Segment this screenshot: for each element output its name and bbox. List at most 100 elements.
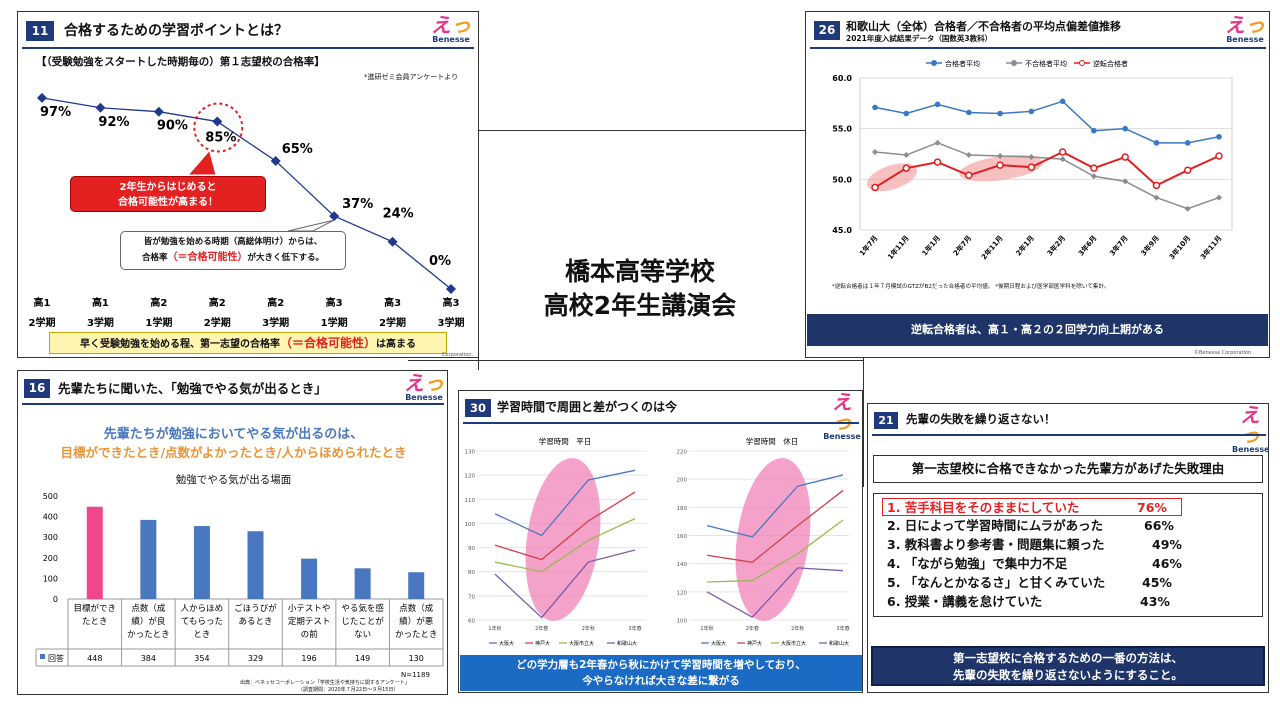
- study-time-charts: 学習時間 平日 130 120 110 100 90 80 70 60 1年秋 2年春 2年秋 3年春大…: [465, 436, 850, 647]
- slide-number: 16: [24, 379, 50, 398]
- banner-line: 第一志望校に合格するための一番の方法は、: [953, 651, 1183, 665]
- value-label: 329: [248, 654, 263, 663]
- reason-item-3: 3. 教科書より参考書・問題集に頼った 49%: [882, 535, 1262, 554]
- reason-text: 6. 授業・講義を怠けていた: [887, 594, 1043, 609]
- slide-title: 先輩たちに聞いた、「勉強でやる気が出るとき」: [58, 381, 327, 396]
- logo-brand: Benesse: [405, 393, 443, 402]
- slide-number: 30: [465, 399, 491, 417]
- x-tick-label: 2年秋: [582, 625, 595, 632]
- data-label: 92%: [98, 115, 129, 130]
- y-tick-label: 120: [465, 474, 476, 480]
- series-marker: [1059, 156, 1066, 163]
- series-marker: [1216, 194, 1222, 201]
- x-category-label: ない: [354, 630, 371, 640]
- legend-marker: [1079, 60, 1085, 66]
- series-marker: [1184, 205, 1191, 212]
- x-tick-label: 高1: [92, 296, 109, 309]
- series-marker: [1153, 140, 1160, 146]
- x-category-label: 小テストや: [288, 603, 331, 614]
- reason-text: 3. 教科書より参考書・問題集に頼った: [887, 537, 1105, 552]
- series-swatch: [40, 654, 45, 659]
- y-tick-label: 0: [53, 595, 58, 604]
- series-marker: [965, 152, 972, 159]
- reason-text: 5. 「なんとかなるさ」と甘くみていた: [887, 575, 1106, 590]
- series-line: [494, 491, 636, 561]
- x-category-label: かったとき: [127, 630, 170, 640]
- series-marker: [1122, 178, 1129, 185]
- x-category-label: 定期テスト: [288, 616, 331, 627]
- x-tick-label: 3年7月: [1108, 234, 1130, 258]
- chart-title: 学習時間 休日: [746, 436, 799, 446]
- banner-line: 今やらなければ大きな差に繋がる: [582, 675, 740, 687]
- x-tick-label: 1年1月: [920, 234, 942, 258]
- x-category-label: 績）が悪: [399, 616, 434, 627]
- x-category-label: 人からほめ: [181, 604, 224, 614]
- title-underline: [810, 47, 1266, 49]
- motivation-bar-chart: 500 400 300 200 100 0 目標ができたとき 448 点数（成績）が良かったとき…: [35, 492, 444, 667]
- x-tick-label: 高1: [34, 296, 51, 309]
- data-label: 37%: [342, 197, 373, 212]
- series-line: [494, 518, 636, 573]
- data-point-marker: [387, 236, 398, 247]
- legend-label: 神戸大: [747, 640, 762, 647]
- legend-marker: [1011, 60, 1017, 66]
- banner-text: 早く受験勉強を始める程、第一志望の合格率: [79, 339, 280, 350]
- x-category-label: とき: [193, 630, 210, 640]
- y-tick-label: 200: [677, 478, 688, 484]
- info-callout: 皆が勉強を始める時期（高総体明け）からは、 合格率（＝合格可能性）が大きく低下す…: [120, 231, 346, 270]
- callout-text: 合格率: [141, 253, 168, 263]
- lead-text: 先輩たちが勉強においてやる気が出るのは、: [103, 427, 364, 442]
- series-marker: [997, 110, 1003, 117]
- presentation-title: 橋本高等学校 高校2年生講演会: [490, 255, 790, 323]
- series-line: [494, 469, 636, 537]
- reason-item-1: 1. 苦手科目をそのままにしていた 76%: [882, 498, 1182, 516]
- slide-title: 学習時間で周囲と差がつくのは今: [497, 400, 678, 414]
- bar: [86, 506, 103, 599]
- bar: [301, 558, 318, 599]
- conclusion-banner: 第一志望校に合格するための一番の方法は、 先輩の失敗を繰り返さないようにすること…: [871, 646, 1265, 686]
- school-name: 橋本高等学校: [564, 257, 715, 286]
- reason-percent: 43%: [1140, 594, 1170, 609]
- legend-label: 大阪大: [711, 640, 726, 647]
- y-tick-label: 120: [677, 590, 688, 596]
- slide-number: 26: [814, 21, 840, 40]
- series-marker: [934, 101, 941, 108]
- data-label: 90%: [157, 119, 188, 134]
- x-category-label: じたことが: [341, 616, 384, 627]
- x-tick-label: 3年11月: [1198, 234, 1223, 262]
- x-category-label: てもらった: [181, 617, 223, 627]
- x-category-label: 目標ができ: [74, 603, 117, 614]
- x-category-label: の前: [301, 629, 319, 640]
- legend-label: 大阪市立大: [569, 640, 594, 647]
- bar: [140, 519, 157, 599]
- series-marker: [1091, 127, 1097, 134]
- x-tick-label: 2年11月: [979, 234, 1004, 262]
- connector-line: [408, 360, 864, 361]
- series-marker: [933, 158, 942, 166]
- legend-label: 不合格者平均: [1025, 59, 1067, 68]
- plot-area-frame: [859, 77, 1233, 231]
- series-marker: [1153, 194, 1160, 201]
- callout-line: 2年生からはじめると: [119, 182, 217, 193]
- source-period: （調査期間：2020年７月22日～９月15日）: [298, 687, 399, 693]
- title-underline: [872, 434, 1266, 436]
- callout-line: 合格可能性が高まる！: [118, 197, 218, 208]
- series-marker: [1027, 163, 1036, 171]
- value-label: 448: [87, 654, 102, 663]
- x-category-label: あるとき: [238, 617, 272, 627]
- reason-item-4: 4. 「ながら勉強」で集中力不足 46%: [882, 554, 1262, 573]
- source-line: 出典：ベネッセコーポレーション「学校生活や気持ちに関するアンケート」: [240, 680, 410, 686]
- banner-line: 先輩の失敗を繰り返さないようにすること。: [953, 668, 1183, 682]
- reason-percent: 66%: [1144, 518, 1174, 533]
- y-tick-label: 400: [43, 513, 58, 522]
- y-tick-label: 160: [677, 534, 688, 540]
- bar: [408, 572, 425, 599]
- x-tick-label: 3年9月: [1139, 234, 1161, 258]
- x-tick-label: 3年春: [628, 625, 641, 632]
- series-line: [706, 567, 844, 619]
- x-category-label: 点数（成: [399, 603, 434, 614]
- y-tick-label: 130: [465, 450, 476, 456]
- highlight-ellipse: [735, 458, 811, 621]
- y-tick-label: 45.0: [832, 226, 852, 235]
- series-marker: [903, 152, 910, 159]
